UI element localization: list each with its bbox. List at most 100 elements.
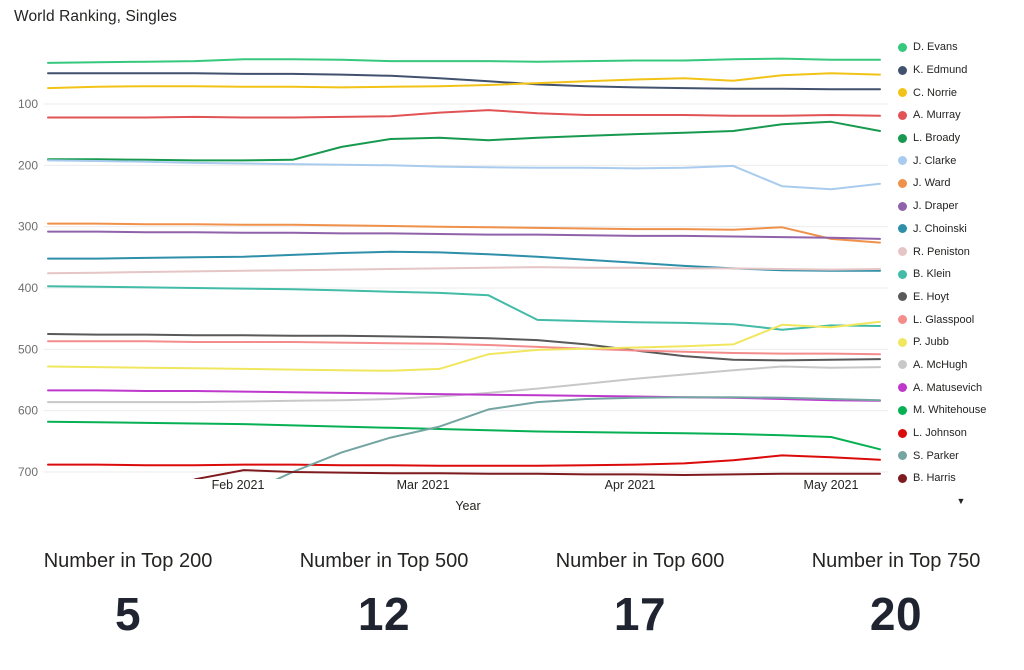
series-lines: [47, 57, 881, 495]
legend-item-p-jubb[interactable]: P. Jubb: [898, 331, 1024, 354]
legend-dot-icon: [898, 65, 907, 75]
series-line-m-whitehouse[interactable]: [47, 420, 881, 451]
series-line-j-ward[interactable]: [47, 222, 881, 244]
y-axis-tick-label: 300: [18, 220, 38, 234]
legend-item-s-parker[interactable]: S. Parker: [898, 444, 1024, 467]
legend-dot-icon: [898, 473, 907, 483]
legend-label: P. Jubb: [913, 336, 949, 349]
legend-item-c-norrie[interactable]: C. Norrie: [898, 81, 1024, 104]
legend-item-l-johnson[interactable]: L. Johnson: [898, 422, 1024, 445]
legend-dot-icon: [898, 292, 907, 302]
legend-label: L. Johnson: [913, 427, 967, 440]
series-line-l-johnson[interactable]: [47, 454, 881, 467]
legend-item-a-matusevich[interactable]: A. Matusevich: [898, 376, 1024, 399]
kpi-card-number-in-top-600[interactable]: Number in Top 600 17: [512, 540, 768, 641]
legend-dot-icon: [898, 451, 907, 461]
kpi-label: Number in Top 200: [43, 550, 213, 572]
legend-label: L. Broady: [913, 132, 961, 145]
legend-label: E. Hoyt: [913, 290, 950, 303]
legend-item-b-harris[interactable]: B. Harris: [898, 467, 1024, 490]
legend-item-a-mchugh[interactable]: A. McHugh: [898, 354, 1024, 377]
legend-item-d-evans[interactable]: D. Evans: [898, 36, 1024, 59]
x-axis-tick-label: May 2021: [804, 478, 859, 492]
legend-item-l-broady[interactable]: L. Broady: [898, 127, 1024, 150]
y-axis-tick-label: 200: [18, 158, 38, 172]
legend-dot-icon: [898, 337, 907, 347]
kpi-label: Number in Top 600: [555, 550, 725, 572]
series-line-j-clarke[interactable]: [47, 159, 881, 191]
legend-item-e-hoyt[interactable]: E. Hoyt: [898, 286, 1024, 309]
legend-item-l-glasspool[interactable]: L. Glasspool: [898, 308, 1024, 331]
legend-dot-icon: [898, 360, 907, 370]
legend-item-b-klein[interactable]: B. Klein: [898, 263, 1024, 286]
y-axis-tick-label: 500: [18, 342, 38, 356]
series-line-l-glasspool[interactable]: [47, 340, 881, 356]
legend-dot-icon: [898, 201, 907, 211]
kpi-value: 20: [869, 588, 923, 640]
legend-label: B. Harris: [913, 472, 956, 485]
legend-item-j-clarke[interactable]: J. Clarke: [898, 149, 1024, 172]
kpi-card-number-in-top-500[interactable]: Number in Top 500 12: [256, 540, 512, 641]
series-line-j-draper[interactable]: [47, 230, 881, 240]
legend-dot-icon: [898, 405, 907, 415]
legend-label: J. Choinski: [913, 222, 967, 235]
series-line-c-norrie[interactable]: [47, 72, 881, 90]
legend-dot-icon: [898, 42, 907, 52]
legend-dot-icon: [898, 247, 907, 257]
series-line-b-harris[interactable]: [193, 469, 881, 479]
legend-item-k-edmund[interactable]: K. Edmund: [898, 59, 1024, 82]
legend-dot-icon: [898, 428, 907, 438]
legend-item-j-draper[interactable]: J. Draper: [898, 195, 1024, 218]
legend-item-j-ward[interactable]: J. Ward: [898, 172, 1024, 195]
series-line-l-broady[interactable]: [47, 120, 881, 162]
y-axis-tick-label: 100: [18, 97, 38, 111]
series-line-d-evans[interactable]: [47, 57, 881, 64]
x-axis-tick-label: Feb 2021: [212, 478, 265, 492]
kpi-card-number-in-top-750[interactable]: Number in Top 750 20: [768, 540, 1024, 641]
kpi-value: 17: [613, 588, 667, 640]
legend-dot-icon: [898, 88, 907, 98]
world-ranking-line-chart: 100 200 300 400 500 600 700 Feb 2021 Mar 2021 Ap…: [18, 57, 888, 513]
chart-legend: D. Evans K. Edmund C. Norrie A. Murray L. Br…: [898, 36, 1024, 490]
kpi-label: Number in Top 750: [811, 550, 981, 572]
y-axis-tick-labels: 100 200 300 400 500 600 700: [18, 97, 38, 479]
legend-dot-icon: [898, 315, 907, 325]
kpi-value: 12: [357, 588, 411, 640]
legend-label: L. Glasspool: [913, 313, 975, 326]
series-line-b-klein[interactable]: [47, 285, 881, 331]
y-axis-tick-label: 400: [18, 281, 38, 295]
series-line-e-hoyt[interactable]: [47, 333, 881, 362]
series-line-p-jubb[interactable]: [47, 320, 881, 372]
legend-item-m-whitehouse[interactable]: M. Whitehouse: [898, 399, 1024, 422]
legend-label: R. Peniston: [913, 245, 970, 258]
kpi-label: Number in Top 500: [299, 550, 469, 572]
legend-dot-icon: [898, 178, 907, 188]
legend-dot-icon: [898, 224, 907, 234]
series-line-r-peniston[interactable]: [47, 266, 881, 275]
legend-dot-icon: [898, 133, 907, 143]
legend-label: J. Ward: [913, 177, 951, 190]
x-axis-tick-labels: Feb 2021 Mar 2021 Apr 2021 May 2021: [212, 478, 859, 492]
legend-label: C. Norrie: [913, 86, 958, 99]
kpi-row: Number in Top 200 5 Number in Top 500 12 Num…: [0, 540, 1024, 641]
legend-item-r-peniston[interactable]: R. Peniston: [898, 240, 1024, 263]
legend-dot-icon: [898, 156, 907, 166]
legend-label: K. Edmund: [913, 64, 968, 77]
legend-dot-icon: [898, 110, 907, 120]
legend-label: M. Whitehouse: [913, 404, 987, 417]
series-line-k-edmund[interactable]: [47, 72, 881, 91]
x-axis-title: Year: [455, 499, 480, 513]
chart-title: World Ranking, Singles: [14, 8, 178, 25]
kpi-card-number-in-top-200[interactable]: Number in Top 200 5: [0, 540, 256, 641]
x-axis-tick-label: Apr 2021: [605, 478, 656, 492]
y-axis-tick-label: 700: [18, 465, 38, 479]
series-line-s-parker[interactable]: [244, 396, 881, 495]
kpi-value: 5: [114, 588, 142, 640]
legend-item-j-choinski[interactable]: J. Choinski: [898, 218, 1024, 241]
legend-scroll-chevron-down-icon[interactable]: ▼: [956, 496, 966, 506]
legend-label: D. Evans: [913, 41, 958, 54]
legend-item-a-murray[interactable]: A. Murray: [898, 104, 1024, 127]
legend-dot-icon: [898, 269, 907, 279]
series-line-a-murray[interactable]: [47, 109, 881, 119]
legend-label: J. Clarke: [913, 154, 957, 167]
